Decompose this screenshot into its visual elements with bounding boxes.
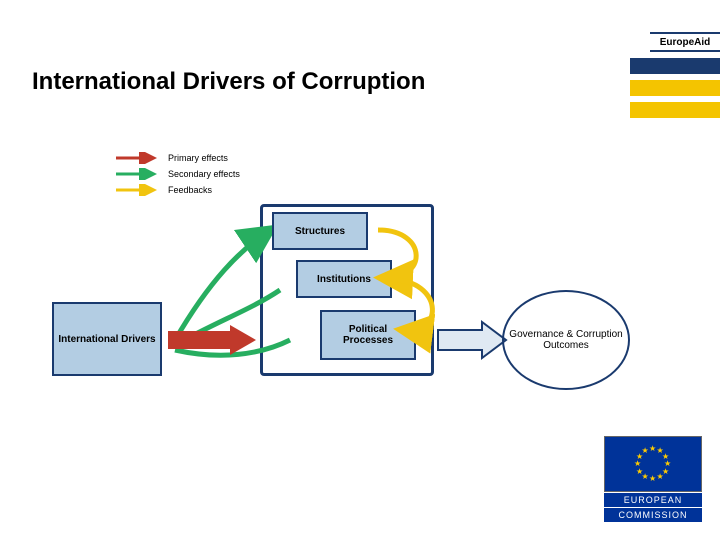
corner-bar-3	[630, 102, 720, 118]
primary-arrow-2	[438, 322, 508, 358]
box-label: Institutions	[317, 274, 371, 285]
outcome-label: Governance & Corruption Outcomes	[504, 329, 628, 351]
box-international-drivers: International Drivers	[52, 302, 162, 376]
header-tab: EuropeAid	[650, 32, 720, 52]
header-tab-label: EuropeAid	[660, 37, 711, 48]
box-label: Structures	[295, 226, 345, 237]
eu-flag-icon: ★★★★★★★★★★★★	[604, 436, 702, 492]
page-title: International Drivers of Corruption	[32, 68, 425, 96]
logo-text-1: EUROPEAN	[604, 492, 702, 507]
eu-stars-icon: ★★★★★★★★★★★★	[633, 444, 673, 484]
diagram: International Drivers Structures Institu…	[0, 150, 720, 450]
box-structures: Structures	[272, 212, 368, 250]
corner-bar-1	[630, 58, 720, 74]
corner-bars	[630, 58, 720, 124]
corner-bar-2	[630, 80, 720, 96]
eu-commission-logo: ★★★★★★★★★★★★ EUROPEAN COMMISSION	[604, 436, 702, 522]
outcome-ellipse: Governance & Corruption Outcomes	[502, 290, 630, 390]
box-label: International Drivers	[58, 334, 155, 345]
primary-arrow-1	[168, 325, 258, 355]
logo-text-2: COMMISSION	[604, 507, 702, 522]
